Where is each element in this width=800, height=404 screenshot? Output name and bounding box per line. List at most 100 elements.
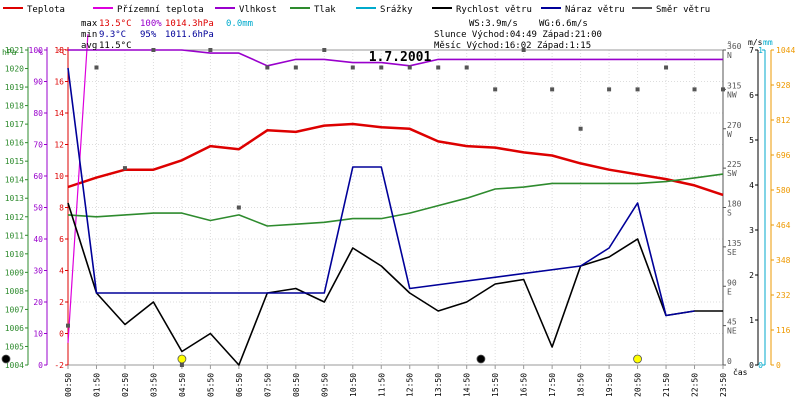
stat-avg-label: avg xyxy=(81,41,97,51)
x-tick-label: 02:50 xyxy=(121,373,130,397)
tick-label-direction: 225 xyxy=(727,160,742,169)
wind-direction-point xyxy=(692,87,697,92)
x-tick-label: 11:50 xyxy=(377,373,386,397)
x-tick-label: 04:50 xyxy=(178,373,187,397)
tick-label-celsius: 0 xyxy=(59,330,64,339)
series-line-rychlost-v-tru xyxy=(67,202,723,366)
chart-title: 1.7.2001 xyxy=(369,50,432,65)
x-tick-label: 19:50 xyxy=(605,373,614,397)
tick-label-percent: 10 xyxy=(33,330,43,339)
stat-min-temp: 9.3°C xyxy=(99,30,126,40)
tick-label-ms: 7 xyxy=(749,46,754,55)
info-moon: Měsíc Východ:16:02 Západ:1:15 xyxy=(434,41,591,51)
info-wind-gust: WG:6.6m/s xyxy=(539,19,588,29)
tick-label-cardinal: NW xyxy=(727,90,737,99)
x-tick-label: 00:50 xyxy=(64,373,73,397)
wind-direction-point xyxy=(379,65,384,70)
tick-label-cardinal: SE xyxy=(727,248,737,257)
wind-direction-point xyxy=(151,48,156,52)
wind-direction-point xyxy=(94,65,99,70)
stat-max-humidity: 100% xyxy=(140,19,162,29)
tick-label-percent: 20 xyxy=(33,298,43,307)
x-axis-label: čas xyxy=(733,367,748,377)
tick-label-percent: 0 xyxy=(38,361,43,370)
legend-label: Vlhkost xyxy=(239,5,277,15)
tick-label-ms: 4 xyxy=(749,181,754,190)
tick-label-hpa: 1009 xyxy=(5,268,24,277)
wind-direction-point xyxy=(66,323,70,328)
legend-label: Přízemní teplota xyxy=(117,5,204,15)
stat-max-label: max xyxy=(81,19,98,29)
tick-label-direction: 45 xyxy=(727,318,737,327)
tick-label-wm2: 580 xyxy=(776,186,791,195)
wind-direction-point xyxy=(521,48,526,52)
tick-label-percent: 30 xyxy=(33,267,43,276)
tick-label-celsius: 8 xyxy=(59,204,64,213)
wind-direction-point xyxy=(721,87,725,92)
tick-label-hpa: 1007 xyxy=(5,305,24,314)
x-tick-label: 07:50 xyxy=(263,373,272,397)
x-tick-label: 23:50 xyxy=(719,373,728,397)
tick-label-hpa: 1020 xyxy=(5,65,24,74)
tick-label-ms: 1 xyxy=(749,316,754,325)
tick-label-wm2: 116 xyxy=(776,326,791,335)
tick-label-direction: 270 xyxy=(727,121,742,130)
legend-label: Tlak xyxy=(314,5,336,15)
tick-label-celsius: 16 xyxy=(54,78,64,87)
x-tick-label: 13:50 xyxy=(434,373,443,397)
tick-label-ms: 6 xyxy=(749,91,754,100)
x-tick-label: 08:50 xyxy=(292,373,301,397)
legend-label: Směr větru xyxy=(656,5,710,15)
tick-label-hpa: 1017 xyxy=(5,120,24,129)
tick-label-percent: 90 xyxy=(33,78,43,87)
legend-label: Teplota xyxy=(27,5,65,15)
series-line-tlak xyxy=(67,173,724,227)
x-tick-label: 18:50 xyxy=(577,373,586,397)
wind-direction-point xyxy=(236,205,241,210)
tick-label-hpa: 1006 xyxy=(5,324,24,333)
tick-label-celsius: 6 xyxy=(59,235,64,244)
wind-direction-point xyxy=(322,48,327,52)
tick-label-cardinal: N xyxy=(727,51,732,60)
tick-label-percent: 70 xyxy=(33,141,43,150)
tick-label-percent: 40 xyxy=(33,235,43,244)
axis-label-hpa: hPa xyxy=(2,48,17,57)
stat-avg-temp: 11.5°C xyxy=(99,41,132,51)
tick-label-wm2: 348 xyxy=(776,256,791,265)
x-tick-label: 09:50 xyxy=(320,373,329,397)
tick-label-mm: 1 xyxy=(758,46,763,55)
tick-label-cardinal: NE xyxy=(727,327,737,336)
wind-direction-point xyxy=(407,65,412,70)
axis-label-percent: % xyxy=(38,48,43,57)
x-tick-label: 16:50 xyxy=(520,373,529,397)
tick-label-hpa: 1011 xyxy=(5,231,24,240)
tick-label-ms: 0 xyxy=(749,361,754,370)
legend-label: Rychlost větru xyxy=(456,5,532,15)
tick-label-hpa: 1008 xyxy=(5,287,24,296)
series-line-p-zemn-teplota xyxy=(67,34,89,343)
legend-label: Srážky xyxy=(380,5,413,15)
stat-min-label: min xyxy=(81,30,97,40)
wind-direction-point xyxy=(607,87,612,92)
wind-direction-point xyxy=(578,126,583,131)
x-tick-label: 21:50 xyxy=(662,373,671,397)
tick-label-percent: 60 xyxy=(33,172,43,181)
tick-label-direction: 315 xyxy=(727,81,742,90)
tick-label-wm2: 232 xyxy=(776,291,791,300)
tick-label-ms: 2 xyxy=(749,271,754,280)
wind-direction-point xyxy=(664,65,669,70)
x-tick-label: 20:50 xyxy=(634,373,643,397)
wind-direction-point xyxy=(208,48,213,52)
x-tick-label: 14:50 xyxy=(463,373,472,397)
x-tick-label: 01:50 xyxy=(92,373,101,397)
wind-direction-point xyxy=(350,65,355,70)
tick-label-hpa: 1012 xyxy=(5,213,24,222)
tick-label-hpa: 1016 xyxy=(5,139,24,148)
tick-label-celsius: 18 xyxy=(54,46,64,55)
tick-label-celsius: 10 xyxy=(54,172,64,181)
x-tick-label: 10:50 xyxy=(349,373,358,397)
tick-label-hpa: 1021 xyxy=(5,46,24,55)
wind-direction-point xyxy=(265,65,270,70)
event-marker xyxy=(1,354,11,364)
